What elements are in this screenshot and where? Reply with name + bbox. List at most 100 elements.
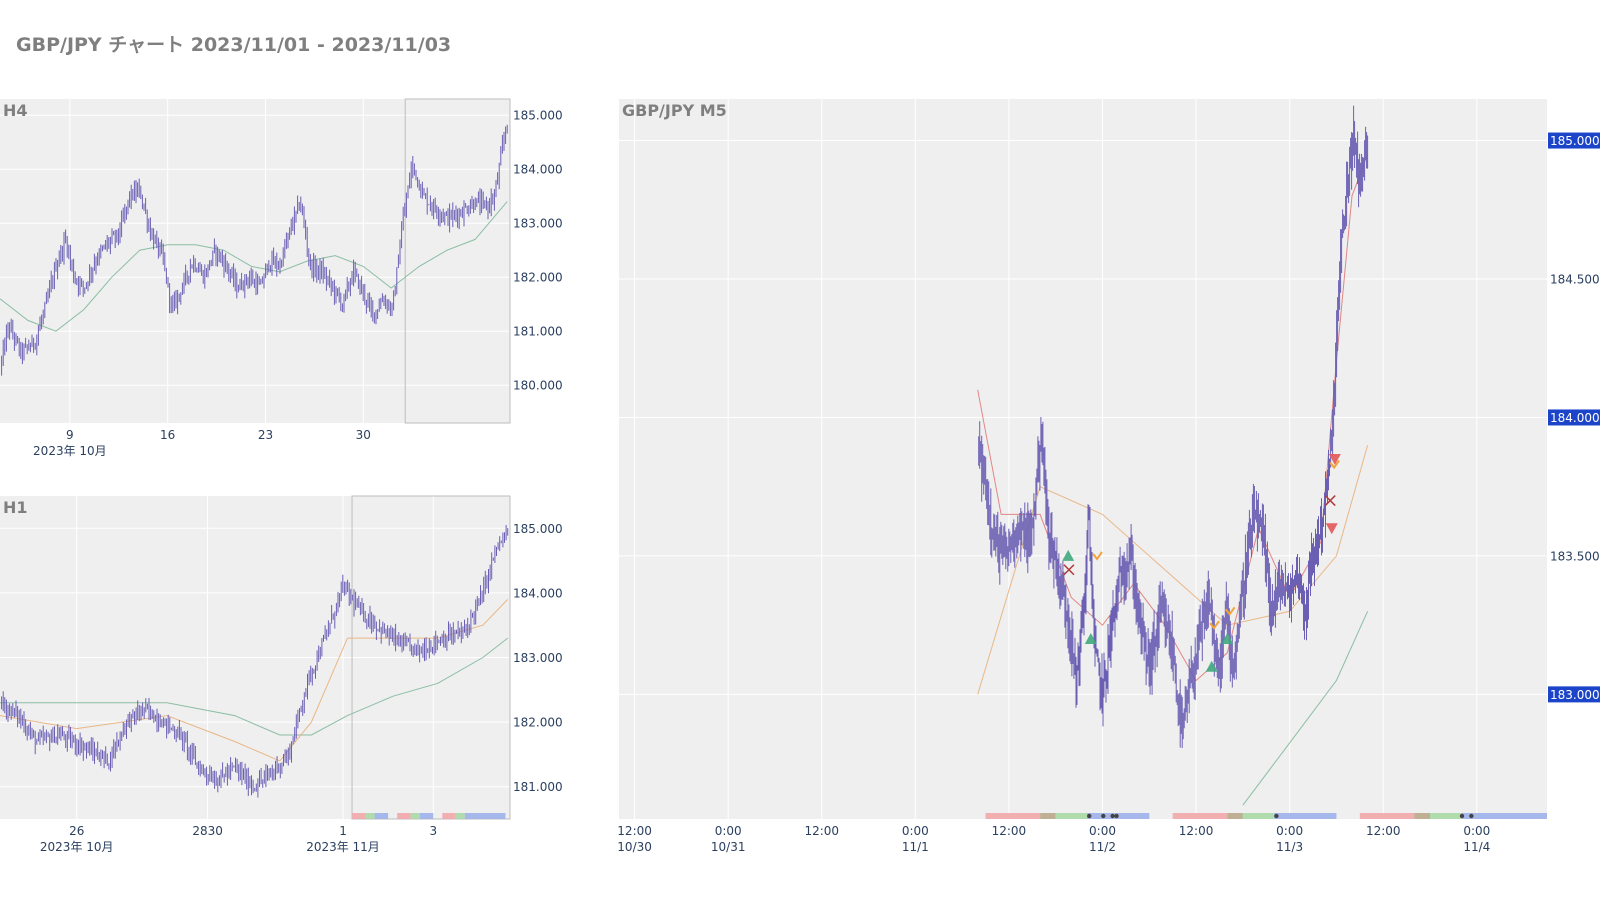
chart-2-buy-marker [1205,660,1218,672]
chart-2-buy-marker [1221,633,1234,644]
chart-2-tp-marker [1224,606,1236,616]
chart-1-x-tick-label: 2830 [192,824,223,838]
chart-2-group [619,99,1600,819]
chart-2-x-tick-sub-label: 11/4 [1463,840,1490,854]
chart-0-y-tick-label: 185.000 [513,109,563,123]
chart-2-plot-area [619,99,1547,819]
chart-1-candles [1,525,509,798]
chart-2-session-bar [1430,813,1462,819]
chart-1-x-tick-label: 3 [429,824,437,838]
chart-2-buy-marker [1084,633,1097,644]
chart-2-session-bar [985,813,1041,819]
chart-2-buy-marker [1062,549,1075,561]
chart-2-session-bar [1274,813,1337,819]
chart-2-x-tick-sub-label: 11/3 [1276,840,1303,854]
chart-2-session-dot [1087,813,1092,819]
chart-1-session-bar [410,813,420,819]
chart-2-tp-marker [1209,620,1220,630]
chart-2-session-bar [1227,813,1243,819]
chart-2-x-tick-label: 12:00 [1366,824,1401,838]
page-title: GBP/JPY チャート 2023/11/01 - 2023/11/03 [16,34,452,56]
chart-1-y-tick-label: 184.000 [513,586,563,600]
chart-1-ma-long-line [0,637,509,736]
chart-2-session-dot [1469,813,1474,819]
chart-2-tp-marker [1329,459,1340,470]
chart-2-ma-long-line [1242,611,1369,806]
chart-0-plot-area [0,99,510,423]
chart-1-y-tick-label: 181.000 [513,780,563,794]
chart-1-session-bar [374,813,389,819]
chart-1-session-bar [352,813,366,819]
chart-1-session-bar [455,813,465,819]
chart-2-session-bar [1242,813,1275,819]
chart-2-session-bar [1172,813,1228,819]
chart-2-session-bar [1359,813,1415,819]
chart-2-x-tick-label: 12:00 [617,824,652,838]
chart-2-x-tick-label: 12:00 [804,824,839,838]
chart-1-focus-range [351,495,511,820]
chart-2-sell-marker [1325,523,1338,535]
chart-2-session-bar [1040,813,1056,819]
chart-1-x-tick-label: 1 [339,824,347,838]
chart-2-x-tick-sub-label: 11/2 [1089,840,1116,854]
chart-2-x-tick-label: 0:00 [1276,824,1303,838]
chart-2-x-tick-label: 12:00 [992,824,1027,838]
chart-2-session-dot [1110,813,1115,819]
chart-2-candles [978,105,1369,748]
chart-0-x-tick-label: 9 [66,428,74,442]
chart-2-exit-marker [1324,495,1336,507]
chart-2-panel-label: GBP/JPY M5 [622,101,727,120]
chart-1-y-tick-label: 185.000 [513,522,563,536]
chart-0-focus-range [404,98,511,424]
chart-0-panel-label: H4 [3,101,28,120]
chart-2-y-tick-label: 183.500 [1550,549,1600,563]
chart-2-y-tick-badge [1548,132,1600,149]
chart-2-x-tick-label: 0:00 [1089,824,1116,838]
chart-0-y-tick-label: 184.000 [513,163,563,177]
chart-2-x-tick-label: 12:00 [1179,824,1214,838]
chart-1-group [0,495,511,820]
chart-1-session-bar [365,813,375,819]
chart-2-session-dot [1274,813,1279,819]
chart-2-y-tick-badge [1548,686,1600,703]
chart-2-session-bar [1055,813,1087,819]
chart-0-y-tick-label: 183.000 [513,217,563,231]
chart-0-y-tick-label: 181.000 [513,325,563,339]
chart-0-candles [1,124,508,376]
chart-2-y-tick-badge [1548,409,1600,426]
chart-2-tp-marker [1092,551,1103,561]
chart-2-y-tick-label: 183.000 [1550,688,1600,702]
chart-2-x-tick-sub-label: 10/31 [711,840,746,854]
chart-2-session-bar [1461,813,1547,819]
chart-1-x-month-label: 2023年 10月 [40,840,114,854]
chart-1-y-tick-label: 183.000 [513,651,563,665]
chart-1-y-tick-label: 182.000 [513,716,563,730]
chart-2-y-tick-label: 185.000 [1550,134,1600,148]
chart-0-x-month-label: 2023年 10月 [33,444,107,458]
chart-2-session-dot [1114,813,1119,819]
chart-1-x-tick-label: 26 [69,824,84,838]
chart-2-session-bar [1414,813,1431,819]
chart-2-sell-marker [1328,454,1341,465]
chart-0-x-tick-label: 16 [160,428,175,442]
chart-0-y-tick-label: 182.000 [513,271,563,285]
chart-2-x-tick-label: 0:00 [902,824,929,838]
chart-2-x-tick-label: 0:00 [1463,824,1490,838]
chart-1-panel-label: H1 [3,498,28,517]
chart-2-y-tick-label: 184.500 [1550,273,1600,287]
chart-2-x-tick-sub-label: 11/1 [902,840,929,854]
chart-1-session-bar [397,813,411,819]
chart-2-session-dot [1459,813,1465,819]
chart-1-x-month-label: 2023年 11月 [306,840,380,854]
chart-1-session-bar [464,813,506,819]
chart-2-ma-mid-line [977,445,1369,695]
chart-2-session-dot [1101,813,1106,819]
chart-1-session-bar [442,813,456,819]
chart-2-x-tick-sub-label: 10/30 [617,840,652,854]
chart-0-y-tick-label: 180.000 [513,379,563,393]
chart-0-x-tick-label: 30 [356,428,371,442]
chart-0-ma-long-line [0,201,508,332]
chart-2-exit-marker [1063,564,1075,576]
chart-0-group [0,98,511,424]
